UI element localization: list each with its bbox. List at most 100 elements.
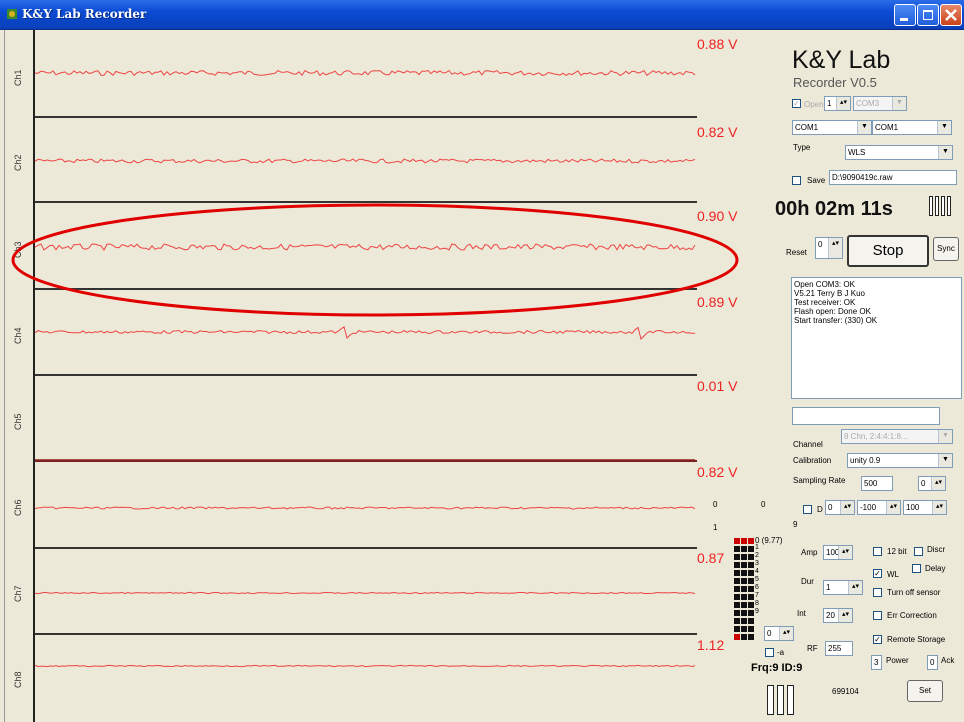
amp-value: 100 [826, 548, 840, 557]
dur-spinner[interactable]: 1 ▴▾ [823, 580, 863, 595]
d-label: D [817, 505, 823, 514]
voltage-label: 0.01 V [697, 378, 738, 394]
channel-value: 8 Chn, 2:4:4:1:8... [844, 432, 908, 441]
level-scale: 1 2 3 4 5 6 7 8 9 [755, 544, 759, 616]
a-label: -a [777, 648, 785, 657]
save-checkbox[interactable] [792, 176, 801, 185]
turn-off-sensor-checkbox[interactable] [873, 588, 882, 597]
turn-off-sensor-label: Turn off sensor [887, 588, 941, 597]
log-line: Start transfer: (330) OK [794, 316, 878, 325]
spinner-arrows-icon[interactable]: ▴▾ [886, 501, 900, 514]
elapsed-timer: 00h 02m 11s [775, 198, 893, 220]
d-value-3: 100 [906, 503, 920, 512]
delay-checkbox[interactable] [912, 564, 921, 573]
frq-id-label: Frq:9 ID:9 [751, 662, 803, 674]
channel-select[interactable]: 8 Chn, 2:4:4:1:8... ▼ [841, 429, 953, 444]
d-spinner-1[interactable]: 0 ▴▾ [825, 500, 855, 515]
d-spinner-2[interactable]: -100 ▴▾ [857, 500, 901, 515]
level-tick: 8 [755, 600, 759, 607]
12bit-label: 12 bit [887, 547, 907, 556]
amp-label: Amp [801, 548, 818, 557]
stop-button[interactable]: Stop [847, 235, 929, 267]
int-spinner[interactable]: 20 ▴▾ [823, 608, 853, 623]
discr-checkbox[interactable] [914, 547, 923, 556]
close-button[interactable] [940, 4, 962, 26]
type-select[interactable]: WLS ▼ [845, 145, 953, 160]
chevron-down-icon[interactable]: ▼ [937, 121, 951, 134]
int-label: Int [797, 609, 806, 618]
d-checkbox[interactable] [803, 505, 812, 514]
sampling-extra-spinner[interactable]: 0 ▴▾ [918, 476, 946, 491]
maximize-button[interactable] [917, 4, 939, 26]
com-a-select[interactable]: COM1 ▼ [792, 120, 872, 135]
minimize-button[interactable] [894, 4, 916, 26]
open-checkbox[interactable]: ✓ [792, 99, 801, 108]
voltage-label: 0.82 V [697, 124, 738, 140]
chevron-down-icon[interactable]: ▼ [857, 121, 871, 134]
open-count-value: 1 [827, 99, 832, 108]
d-value-1: 0 [828, 503, 833, 512]
amp-spinner[interactable]: 100 ▴▾ [823, 545, 853, 560]
a-checkbox[interactable] [765, 648, 774, 657]
chevron-down-icon[interactable]: ▼ [892, 97, 906, 110]
ack-label: Ack [941, 656, 955, 665]
com-a-value: COM1 [795, 123, 819, 132]
remote-storage-checkbox[interactable]: ✓ [873, 635, 882, 644]
12bit-checkbox[interactable] [873, 547, 882, 556]
window-title: K&Y Lab Recorder [22, 7, 147, 21]
remote-storage-label: Remote Storage [887, 635, 946, 644]
open-port-select[interactable]: COM3 ▼ [853, 96, 907, 111]
channel-trace [34, 591, 696, 595]
spinner-arrows-icon[interactable]: ▴▾ [779, 627, 793, 640]
calibration-select[interactable]: unity 0.9 ▼ [847, 453, 953, 468]
type-value: WLS [848, 148, 866, 157]
rf-field[interactable]: 255 [825, 641, 853, 656]
type-label: Type [793, 143, 811, 152]
spinner-arrows-icon[interactable]: ▴▾ [836, 97, 850, 110]
voltage-label: 1.12 [697, 637, 725, 653]
spinner-arrows-icon[interactable]: ▴▾ [840, 501, 854, 514]
com-b-value: COM1 [875, 123, 899, 132]
level-tick: 5 [755, 576, 759, 583]
calibration-value: unity 0.9 [850, 456, 881, 465]
ack-field[interactable]: 0 [927, 655, 938, 670]
open-label: Open [804, 100, 824, 109]
spinner-arrows-icon[interactable]: ▴▾ [828, 238, 842, 258]
d-spinner-3[interactable]: 100 ▴▾ [903, 500, 947, 515]
log-line: V5.21 Terry B J Kuo [794, 289, 865, 298]
spinner-arrows-icon[interactable]: ▴▾ [932, 501, 946, 514]
sampling-rate-field[interactable]: 500 [861, 476, 893, 491]
com-b-select[interactable]: COM1 ▼ [872, 120, 952, 135]
sync-button[interactable]: Sync [933, 237, 959, 261]
reset-spinner[interactable]: 0 ▴▾ [815, 237, 843, 259]
small-spinner-value: 0 [767, 629, 772, 638]
spinner-arrows-icon[interactable]: ▴▾ [931, 477, 945, 490]
err-correction-label: Err Correction [887, 611, 937, 620]
channel-label: Channel [793, 440, 823, 449]
level-tick: 1 [755, 544, 759, 551]
err-correction-checkbox[interactable] [873, 611, 882, 620]
power-field[interactable]: 3 [871, 655, 882, 670]
d-value-2: -100 [860, 503, 877, 512]
open-count-spinner[interactable]: 1 ▴▾ [824, 96, 851, 111]
discr-label: Discr [927, 545, 946, 554]
dur-label: Dur [801, 577, 814, 586]
spinner-arrows-icon[interactable]: ▴▾ [838, 609, 852, 622]
command-input[interactable] [792, 407, 940, 425]
brand-name: K&Y Lab [792, 46, 891, 74]
sampling-extra-value: 0 [921, 479, 926, 488]
chevron-down-icon[interactable]: ▼ [938, 454, 952, 467]
wl-checkbox[interactable]: ✓ [873, 569, 882, 578]
save-path-field[interactable]: D:\9090419c.raw [829, 170, 957, 185]
level-number: 0 [761, 500, 766, 509]
small-spinner[interactable]: 0 ▴▾ [764, 626, 794, 641]
channel-trace [34, 243, 696, 251]
chevron-down-icon[interactable]: ▼ [938, 430, 952, 443]
spinner-arrows-icon[interactable]: ▴▾ [848, 581, 862, 594]
log-line: Test receiver: OK [794, 298, 856, 307]
save-label: Save [807, 176, 826, 185]
set-button[interactable]: Set [907, 680, 943, 702]
chevron-down-icon[interactable]: ▼ [938, 146, 952, 159]
channel-separator [35, 374, 697, 376]
spinner-arrows-icon[interactable]: ▴▾ [838, 546, 852, 559]
